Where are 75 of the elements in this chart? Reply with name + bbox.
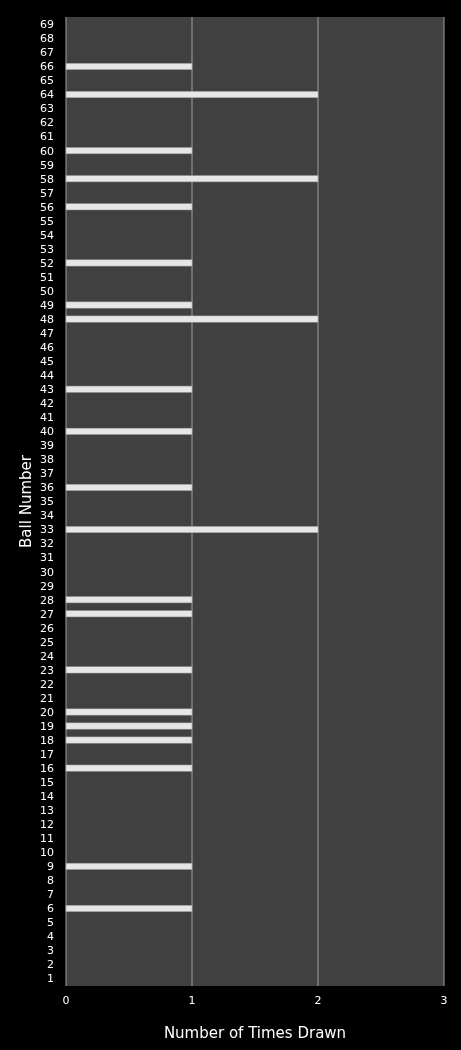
y-tick-label: 66 <box>40 60 54 74</box>
y-tick-label: 57 <box>40 186 54 200</box>
x-tick-label: 3 <box>440 994 448 1007</box>
y-tick-label: 12 <box>40 818 54 832</box>
x-axis-title: Number of Times Drawn <box>163 1024 347 1042</box>
y-tick-label: 25 <box>40 635 54 649</box>
y-tick-label: 65 <box>40 74 54 88</box>
y-tick-label: 7 <box>47 888 54 902</box>
y-tick-label: 24 <box>40 649 54 663</box>
y-tick-label: 9 <box>47 860 54 874</box>
y-tick-label: 59 <box>40 158 54 172</box>
y-tick-label: 19 <box>40 719 54 733</box>
y-tick-label: 18 <box>40 733 54 747</box>
y-tick-label: 68 <box>40 32 54 46</box>
y-tick-label: 69 <box>40 18 54 32</box>
y-tick-label: 31 <box>40 551 54 565</box>
y-tick-label: 30 <box>40 565 54 579</box>
y-tick-label: 61 <box>40 130 54 144</box>
y-tick-label: 22 <box>40 677 54 691</box>
y-tick-label: 23 <box>40 663 54 677</box>
y-tick-label: 55 <box>40 214 54 228</box>
y-tick-label: 14 <box>40 790 54 804</box>
y-tick-label: 36 <box>40 481 54 495</box>
y-tick-label: 43 <box>40 383 54 397</box>
y-tick-label: 53 <box>40 242 54 256</box>
y-tick-label: 2 <box>47 958 54 972</box>
y-axis-title: Ball Number <box>17 454 35 548</box>
y-tick-label: 62 <box>40 116 54 130</box>
y-tick-label: 3 <box>47 944 54 958</box>
y-tick-label: 41 <box>40 411 54 425</box>
y-tick-label: 47 <box>40 326 54 340</box>
y-tick-label: 63 <box>40 102 54 116</box>
y-tick-label: 39 <box>40 439 54 453</box>
y-tick-label: 8 <box>47 874 54 888</box>
y-tick-label: 13 <box>40 804 54 818</box>
y-tick-label: 38 <box>40 453 54 467</box>
y-tick-label: 29 <box>40 579 54 593</box>
y-tick-label: 37 <box>40 467 54 481</box>
y-tick-label: 4 <box>47 930 54 944</box>
x-tick-label: 2 <box>314 994 322 1007</box>
y-tick-label: 35 <box>40 495 54 509</box>
y-tick-label: 6 <box>47 902 54 916</box>
y-tick-label: 52 <box>40 256 54 270</box>
y-tick-label: 58 <box>40 172 54 186</box>
y-tick-label: 11 <box>40 832 54 846</box>
y-tick-label: 40 <box>40 425 54 439</box>
y-tick-label: 16 <box>40 761 54 775</box>
y-tick-label: 60 <box>40 144 54 158</box>
y-tick-label: 17 <box>40 747 54 761</box>
x-tick-label: 0 <box>62 994 70 1007</box>
y-tick-label: 26 <box>40 621 54 635</box>
y-tick-label: 5 <box>47 916 54 930</box>
y-tick-label: 20 <box>40 705 54 719</box>
y-tick-label: 56 <box>40 200 54 214</box>
y-tick-label: 28 <box>40 593 54 607</box>
y-tick-label: 50 <box>40 284 54 298</box>
y-tick-label: 33 <box>40 523 54 537</box>
y-tick-label: 21 <box>40 691 54 705</box>
y-tick-label: 32 <box>40 537 54 551</box>
y-tick-label: 34 <box>40 509 54 523</box>
y-tick-label: 44 <box>40 369 54 383</box>
y-tick-label: 54 <box>40 228 54 242</box>
y-tick-label: 42 <box>40 397 54 411</box>
y-tick-label: 15 <box>40 776 54 790</box>
y-tick-label: 49 <box>40 298 54 312</box>
y-tick-label: 51 <box>40 270 54 284</box>
y-tick-label: 45 <box>40 355 54 369</box>
y-tick-label: 46 <box>40 340 54 354</box>
y-tick-label: 1 <box>47 972 54 986</box>
y-tick-label: 67 <box>40 46 54 60</box>
y-tick-label: 64 <box>40 88 54 102</box>
y-tick-label: 48 <box>40 312 54 326</box>
x-tick-label: 1 <box>188 994 196 1007</box>
y-tick-label: 10 <box>40 846 54 860</box>
y-tick-label: 27 <box>40 607 54 621</box>
